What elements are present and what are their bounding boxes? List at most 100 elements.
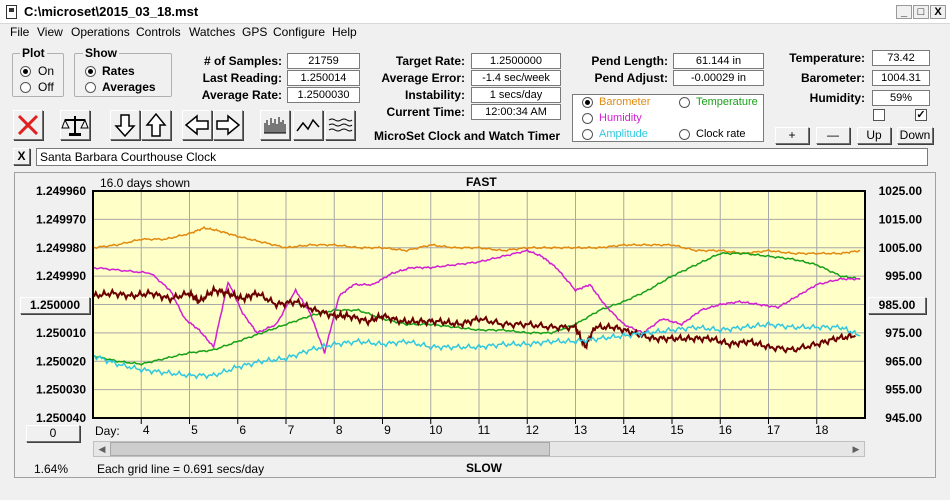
clear-data-button[interactable] [13, 110, 43, 140]
x-tick-label: 5 [191, 423, 198, 437]
scroll-left-arrow[interactable]: ◀ [98, 444, 106, 454]
average-error-field: -1.4 sec/week [471, 70, 561, 86]
menu-view[interactable]: View [37, 25, 63, 39]
plus-button[interactable]: + [775, 127, 809, 144]
up-button[interactable]: Up [857, 127, 891, 144]
samples-field: 21759 [287, 53, 360, 69]
sensor-amplitude-label: Amplitude [599, 128, 648, 140]
center-sensor-button[interactable]: 985.00 [868, 297, 926, 314]
show-rates-radio[interactable] [85, 66, 96, 77]
close-button[interactable]: X [930, 5, 946, 19]
y-right-tick-label: 1015.00 [879, 212, 923, 226]
x-tick-label: 17 [767, 423, 781, 437]
series-amplitude [92, 320, 861, 380]
current-time-field: 12:00:34 AM [471, 104, 561, 120]
y-left-tick-label: 1.250010 [36, 326, 86, 340]
scrollbar-thumb[interactable] [110, 442, 550, 456]
plot-off-label: Off [38, 80, 54, 94]
y-right-tick-label: 975.00 [885, 326, 922, 340]
y-right-tick-label: 965.00 [885, 354, 922, 368]
menu-bar: File View Operations Controls Watches GP… [0, 24, 950, 42]
average-rate-field: 1.2500030 [287, 87, 360, 103]
sensor-clock-rate-radio[interactable] [679, 129, 690, 140]
temperature-label: Temperature: [789, 51, 865, 65]
x-tick-label: 13 [574, 423, 588, 437]
checkbox-2[interactable]: ✓ [915, 109, 927, 121]
sensor-temperature-radio[interactable] [679, 97, 690, 108]
plot-on-radio[interactable] [20, 66, 31, 77]
zigzag-line-icon [296, 118, 320, 132]
instability-label: Instability: [404, 88, 465, 102]
plot-off-radio[interactable] [20, 82, 31, 93]
x-tick-label: 4 [143, 423, 150, 437]
zero-offset-button[interactable]: 0 [26, 425, 80, 442]
show-averages-radio[interactable] [85, 82, 96, 93]
instability-field: 1 secs/day [471, 87, 561, 103]
arrow-up-button[interactable] [141, 110, 171, 140]
y-right-tick-label: 995.00 [885, 269, 922, 283]
y-right-tick-label: 1005.00 [879, 241, 923, 255]
menu-file[interactable]: File [10, 25, 30, 39]
x-tick-label: 8 [336, 423, 343, 437]
clock-name-input[interactable]: Santa Barbara Courthouse Clock [36, 148, 928, 166]
plot-group-label: Plot [20, 46, 47, 60]
maximize-button[interactable]: □ [913, 5, 929, 19]
title-bar: C:\microset\2015_03_18.mst _ □ X [0, 0, 950, 24]
sensor-humidity-label: Humidity [599, 112, 642, 124]
sensor-humidity-radio[interactable] [582, 113, 593, 124]
menu-help[interactable]: Help [332, 25, 357, 39]
show-group [74, 53, 172, 97]
menu-operations[interactable]: Operations [71, 25, 130, 39]
arrow-left-button[interactable] [182, 110, 212, 140]
pend-length-label: Pend Length: [591, 54, 668, 68]
center-rate-button[interactable]: 1.250000 [20, 297, 90, 314]
minimize-button[interactable]: _ [896, 5, 912, 19]
x-tick-label: 12 [526, 423, 540, 437]
x-tick-label: 10 [429, 423, 443, 437]
x-tick-label: 9 [384, 423, 391, 437]
red-x-icon [17, 114, 39, 136]
sensor-clock-rate-label: Clock rate [696, 128, 746, 140]
menu-configure[interactable]: Configure [273, 25, 326, 39]
percent-label: 1.64% [34, 462, 69, 476]
last-reading-field: 1.250014 [287, 70, 360, 86]
arrow-down-button[interactable] [110, 110, 140, 140]
day-axis-label: Day: [95, 424, 120, 438]
app-icon [6, 5, 17, 19]
sensor-select-box [572, 94, 764, 142]
slow-label: SLOW [466, 461, 502, 475]
humidity-label: Humidity: [809, 91, 865, 105]
days-shown-label: 16.0 days shown [100, 176, 191, 190]
show-averages-label: Averages [102, 80, 156, 94]
sensor-amplitude-radio[interactable] [582, 129, 593, 140]
balance-button[interactable] [60, 110, 90, 140]
current-time-label: Current Time: [386, 105, 465, 119]
window-title: C:\microset\2015_03_18.mst [24, 4, 199, 19]
line-view-button[interactable] [293, 110, 323, 140]
y-left-tick-label: 1.250040 [36, 411, 86, 425]
temperature-field: 73.42 [872, 50, 930, 66]
menu-gps[interactable]: GPS [242, 25, 268, 39]
checkbox-1[interactable] [873, 109, 885, 121]
samples-label: # of Samples: [203, 54, 282, 68]
sensor-barometer-radio[interactable] [582, 97, 593, 108]
x-tick-label: 11 [478, 423, 491, 437]
arrow-down-icon [114, 114, 136, 138]
bars-view-button[interactable] [260, 110, 290, 140]
wave-view-button[interactable] [325, 110, 355, 140]
show-rates-label: Rates [102, 64, 135, 78]
menu-controls[interactable]: Controls [136, 25, 181, 39]
y-left-tick-label: 1.249980 [36, 241, 86, 255]
x-tick-label: 14 [622, 423, 636, 437]
clear-clock-name-button[interactable]: X [13, 148, 30, 165]
scroll-right-arrow[interactable]: ▶ [852, 444, 860, 454]
sensor-barometer-label: Barometer [599, 96, 651, 108]
down-button[interactable]: Down [897, 127, 933, 144]
target-rate-field: 1.2500000 [471, 53, 561, 69]
x-tick-label: 18 [815, 423, 829, 437]
arrow-up-icon [145, 112, 167, 137]
minus-button[interactable]: — [816, 127, 850, 144]
arrow-right-button[interactable] [213, 110, 243, 140]
menu-watches[interactable]: Watches [189, 25, 236, 39]
